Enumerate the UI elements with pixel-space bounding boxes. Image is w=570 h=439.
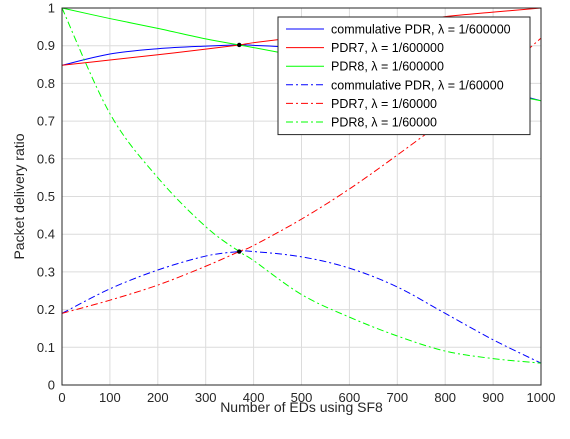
x-tick-label-4: 400 [243, 390, 265, 405]
x-axis-label: Number of EDs using SF8 [220, 399, 383, 415]
y-tick-labels: 0 0.1 0.2 0.3 0.4 0.5 0.6 0.7 0.8 0.9 1 [37, 1, 55, 393]
plot-area [61, 7, 542, 364]
series-line-3 [61, 250, 542, 364]
x-tick-label-8: 800 [434, 390, 456, 405]
x-tick-label-6: 600 [339, 390, 361, 405]
series-line-5 [61, 7, 542, 364]
intersection-markers [237, 42, 242, 254]
legend-box [277, 16, 531, 136]
y-tick-label-6: 0.6 [37, 151, 55, 166]
y-axis-label: Packet delivery ratio [11, 133, 27, 259]
legend: commulative PDR, λ = 1/600000 PDR7, λ = 1… [277, 16, 531, 136]
x-tick-label-2: 200 [147, 390, 169, 405]
y-tick-label-3: 0.3 [37, 264, 55, 279]
intersection-marker-0 [237, 42, 242, 48]
x-tick-label-5: 500 [291, 390, 313, 405]
y-tick-label-5: 0.5 [37, 189, 55, 204]
y-tick-label-2: 0.2 [37, 302, 55, 317]
y-tick-label-4: 0.4 [37, 227, 55, 242]
legend-entry-1: PDR7, λ = 1/600000 [331, 41, 444, 55]
x-tick-label-7: 700 [386, 390, 408, 405]
legend-entry-5: PDR8, λ = 1/60000 [331, 116, 437, 130]
x-tick-label-9: 900 [482, 390, 504, 405]
series-line-1 [61, 7, 542, 66]
x-tick-label-10: 1000 [527, 390, 556, 405]
legend-entry-2: PDR8, λ = 1/600000 [331, 60, 444, 74]
legend-entry-0: commulative PDR, λ = 1/600000 [331, 23, 511, 37]
y-tick-label-10: 1 [48, 1, 55, 16]
y-tick-label-8: 0.8 [37, 76, 55, 91]
x-tick-labels: 0 100 200 300 400 500 600 700 800 900 1000 [58, 390, 555, 405]
intersection-marker-1 [237, 249, 242, 254]
plot-frame [61, 7, 542, 386]
legend-entry-4: PDR7, λ = 1/60000 [331, 97, 437, 111]
y-tick-label-7: 0.7 [37, 114, 55, 129]
x-tick-label-1: 100 [99, 390, 121, 405]
y-tick-label-0: 0 [48, 378, 55, 393]
y-tick-label-1: 0.1 [37, 340, 55, 355]
x-tick-label-0: 0 [58, 390, 65, 405]
x-tick-label-3: 300 [195, 390, 217, 405]
legend-entry-3: commulative PDR, λ = 1/60000 [331, 78, 504, 92]
y-tick-label-9: 0.9 [37, 38, 55, 53]
